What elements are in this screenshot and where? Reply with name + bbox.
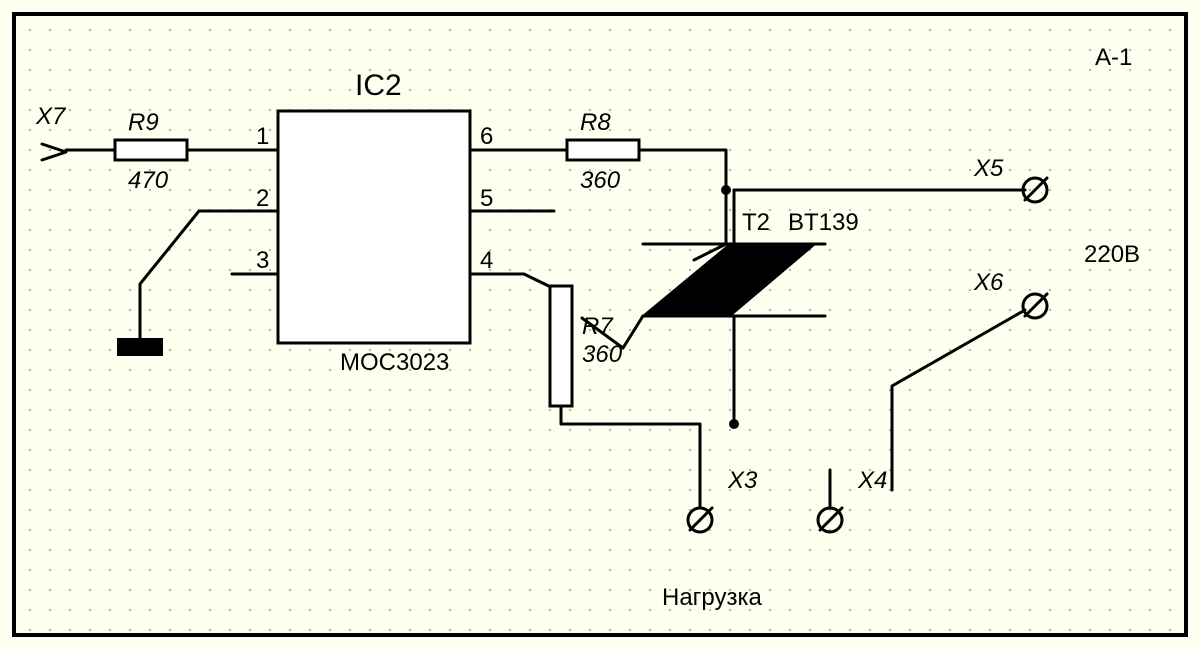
label-t2: T2 <box>742 209 770 236</box>
label-r7: R7 <box>582 313 614 340</box>
label-load: Нагрузка <box>662 584 763 611</box>
label-x6: X6 <box>973 269 1004 296</box>
label-pin3: 3 <box>256 247 269 274</box>
resistor-r9 <box>115 140 187 160</box>
label-r9-val: 470 <box>128 167 169 194</box>
label-pin5: 5 <box>480 185 493 212</box>
label-ic-part: MOC3023 <box>340 349 449 376</box>
ground-icon <box>117 338 163 356</box>
label-pin4: 4 <box>480 247 493 274</box>
label-r8: R8 <box>580 109 611 136</box>
label-r7-val: 360 <box>582 341 623 368</box>
label-mains: 220В <box>1084 241 1140 268</box>
label-title: A-1 <box>1095 44 1132 71</box>
label-r8-val: 360 <box>580 167 621 194</box>
label-x5: X5 <box>973 155 1004 182</box>
junction-node <box>729 419 739 429</box>
label-pin1: 1 <box>256 123 269 150</box>
label-x3: X3 <box>727 467 758 494</box>
label-ic-name: IC2 <box>355 69 402 102</box>
resistor-r8 <box>567 140 639 160</box>
label-x4: X4 <box>857 467 887 494</box>
resistor-r7 <box>550 286 572 406</box>
label-x7: X7 <box>35 103 67 130</box>
ic2-body <box>278 111 470 343</box>
junction-node <box>721 185 731 195</box>
label-pin2: 2 <box>256 185 269 212</box>
circuit-schematic: A-1IC2MOC3023X7R9470123654R8360R7360T2BT… <box>0 0 1200 649</box>
label-r9: R9 <box>128 109 159 136</box>
label-t2-part: BT139 <box>788 209 859 236</box>
label-pin6: 6 <box>480 123 493 150</box>
